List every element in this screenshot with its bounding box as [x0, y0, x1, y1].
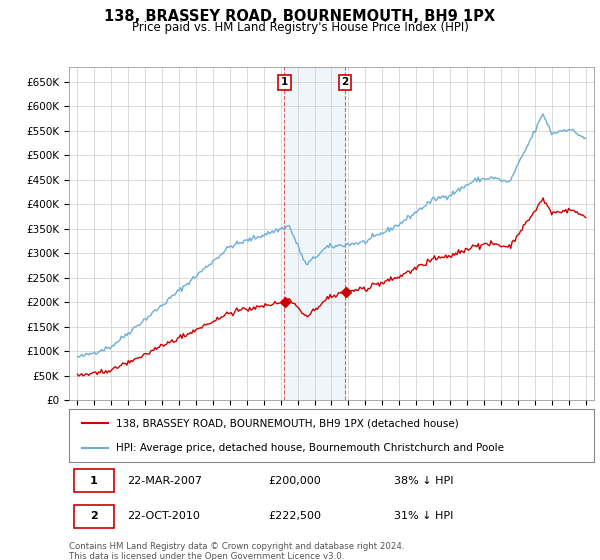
Text: 38% ↓ HPI: 38% ↓ HPI: [395, 475, 454, 486]
Text: Price paid vs. HM Land Registry's House Price Index (HPI): Price paid vs. HM Land Registry's House …: [131, 21, 469, 34]
Text: 2: 2: [90, 511, 98, 521]
Text: £200,000: £200,000: [269, 475, 321, 486]
Text: Contains HM Land Registry data © Crown copyright and database right 2024.
This d: Contains HM Land Registry data © Crown c…: [69, 542, 404, 560]
Text: 138, BRASSEY ROAD, BOURNEMOUTH, BH9 1PX: 138, BRASSEY ROAD, BOURNEMOUTH, BH9 1PX: [104, 9, 496, 24]
Bar: [284, 67, 345, 400]
Text: 1: 1: [90, 475, 98, 486]
Text: 31% ↓ HPI: 31% ↓ HPI: [395, 511, 454, 521]
FancyBboxPatch shape: [74, 505, 113, 528]
Text: £222,500: £222,500: [269, 511, 322, 521]
Text: 2: 2: [341, 77, 349, 87]
Text: 138, BRASSEY ROAD, BOURNEMOUTH, BH9 1PX (detached house): 138, BRASSEY ROAD, BOURNEMOUTH, BH9 1PX …: [116, 418, 459, 428]
Text: 22-OCT-2010: 22-OCT-2010: [127, 511, 200, 521]
FancyBboxPatch shape: [74, 469, 113, 492]
Text: 22-MAR-2007: 22-MAR-2007: [127, 475, 202, 486]
Text: HPI: Average price, detached house, Bournemouth Christchurch and Poole: HPI: Average price, detached house, Bour…: [116, 442, 504, 452]
Text: 1: 1: [281, 77, 288, 87]
